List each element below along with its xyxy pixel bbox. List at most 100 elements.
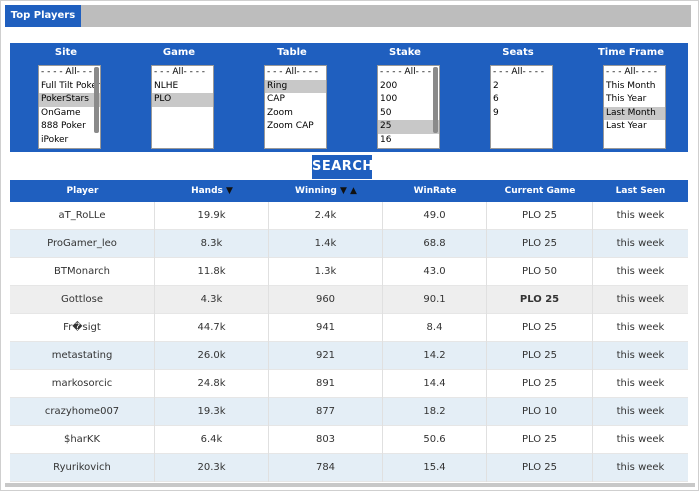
listbox-option[interactable]: This Year — [606, 94, 647, 105]
filter-label: Game — [162, 47, 196, 58]
filter-listbox[interactable]: - - - - All- - - - Full Tilt Poker PokerSt… — [38, 65, 101, 149]
listbox-option[interactable]: - - - All- - - - — [154, 67, 206, 77]
players-table-body: aT_RoLLe 19.9k 2.4k 49.0 PLO 25 this week ProG… — [10, 202, 688, 482]
cell-hands: 11.8k — [155, 258, 269, 286]
listbox-option[interactable]: 100 — [380, 94, 398, 105]
listbox-option[interactable]: This Month — [606, 80, 656, 91]
listbox-option[interactable]: - - - - All- - - - — [41, 67, 99, 77]
cell-player[interactable]: metastating — [10, 342, 155, 370]
listbox-option[interactable]: 2 — [493, 80, 499, 91]
table-row[interactable]: BTMonarch 11.8k 1.3k 43.0 PLO 50 this week — [10, 258, 688, 286]
cell-winning: 2.4k — [269, 202, 383, 230]
filter-label: Time Frame — [597, 47, 664, 58]
table-row[interactable]: $harKK 6.4k 803 50.6 PLO 25 this week — [10, 426, 688, 454]
table-row[interactable]: markosorcic 24.8k 891 14.4 PLO 25 this week — [10, 370, 688, 398]
cell-winning: 921 — [269, 342, 383, 370]
cell-winning: 803 — [269, 426, 383, 454]
filter-label: Stake — [389, 47, 421, 58]
listbox-option[interactable]: iPoker — [41, 134, 69, 145]
tab-top-players[interactable]: Top Players — [5, 5, 81, 27]
filter-label: Site — [54, 47, 78, 58]
filter-listbox[interactable]: - - - All- - - - This Month This Year Last … — [603, 65, 666, 149]
column-header-winrate[interactable]: WinRate — [413, 186, 457, 196]
listbox-option[interactable]: 6 — [493, 94, 499, 105]
cell-winning: 1.3k — [269, 258, 383, 286]
cell-player[interactable]: crazyhome007 — [10, 398, 155, 426]
cell-game: PLO 25 — [487, 342, 593, 370]
listbox-option[interactable]: 50 — [380, 107, 392, 118]
cell-winrate: 43.0 — [383, 258, 487, 286]
column-header-player[interactable]: Player — [66, 186, 99, 196]
listbox-option[interactable]: Last Year — [606, 121, 647, 132]
cell-winrate: 18.2 — [383, 398, 487, 426]
cell-winning: 784 — [269, 454, 383, 482]
table-row[interactable]: ProGamer_leo 8.3k 1.4k 68.8 PLO 25 this week — [10, 230, 688, 258]
listbox-option[interactable]: 25 — [378, 120, 439, 134]
listbox-option[interactable]: - - - All- - - - — [267, 67, 319, 77]
listbox-scrollbar[interactable] — [94, 67, 99, 133]
filter-listbox[interactable]: - - - - All- - - - 200 100 50 25 16 — [377, 65, 440, 149]
cell-seen: this week — [616, 238, 665, 249]
cell-game: PLO 25 — [487, 454, 593, 482]
cell-seen: this week — [616, 462, 665, 473]
cell-seen: this week — [616, 378, 665, 389]
listbox-option[interactable]: 9 — [493, 107, 499, 118]
filter-listbox[interactable]: - - - All- - - - NLHE PLO — [151, 65, 214, 149]
listbox-scrollbar[interactable] — [433, 67, 438, 133]
sort-desc-icon[interactable]: ▼ — [226, 186, 233, 196]
listbox-option[interactable]: NLHE — [154, 80, 179, 91]
listbox-option[interactable]: CAP — [267, 94, 285, 105]
listbox-option[interactable]: 888 Poker — [41, 121, 86, 132]
filter-listbox[interactable]: - - - All- - - - Ring CAP Zoom Zoom CAP — [264, 65, 327, 149]
listbox-option[interactable]: - - - All- - - - — [606, 67, 658, 77]
cell-player[interactable]: Fr�sigt — [10, 314, 155, 342]
listbox-option[interactable]: PLO — [152, 93, 213, 107]
listbox-option[interactable]: PokerStars — [39, 93, 100, 107]
table-row[interactable]: Fr�sigt 44.7k 941 8.4 PLO 25 this week — [10, 314, 688, 342]
cell-player[interactable]: Gottlose — [10, 286, 155, 314]
listbox-option[interactable]: - - - - All- - - - — [380, 67, 438, 77]
cell-player[interactable]: ProGamer_leo — [10, 230, 155, 258]
column-header-hands[interactable]: Hands ▼ — [155, 180, 269, 202]
listbox-option[interactable]: OnGame — [41, 107, 81, 118]
table-row[interactable]: metastating 26.0k 921 14.2 PLO 25 this week — [10, 342, 688, 370]
listbox-option[interactable]: Last Month — [604, 106, 665, 121]
listbox-option[interactable]: Zoom CAP — [267, 121, 314, 132]
cell-player[interactable]: aT_RoLLe — [10, 202, 155, 230]
cell-seen: this week — [616, 266, 665, 277]
column-header-winning[interactable]: Winning ▼ ▲ — [269, 180, 383, 202]
cell-winning: 891 — [269, 370, 383, 398]
listbox-option[interactable]: 200 — [380, 80, 398, 91]
listbox-option[interactable]: 16 — [380, 134, 392, 145]
cell-player[interactable]: Ryurikovich — [10, 454, 155, 482]
cell-hands: 20.3k — [155, 454, 269, 482]
filter-label: Table — [277, 47, 307, 58]
table-row[interactable]: Gottlose 4.3k 960 90.1 PLO 25 this week — [10, 286, 688, 314]
listbox-option[interactable]: Full Tilt Poker — [41, 80, 100, 91]
cell-player[interactable]: markosorcic — [10, 370, 155, 398]
table-header: Player Hands ▼ Winning ▼ ▲ WinRate Curre… — [10, 180, 688, 202]
cell-player[interactable]: $harKK — [10, 426, 155, 454]
cell-seen: this week — [616, 294, 665, 305]
filter-listbox[interactable]: - - - All- - - - 2 6 9 — [490, 65, 553, 149]
cell-winrate: 14.4 — [383, 370, 487, 398]
cell-game: PLO 50 — [487, 258, 593, 286]
search-button[interactable]: SEARCH — [312, 155, 373, 179]
column-header-last-seen[interactable]: Last Seen — [615, 186, 666, 196]
table-row[interactable]: crazyhome007 19.3k 877 18.2 PLO 10 this week — [10, 398, 688, 426]
cell-game: PLO 25 — [487, 202, 593, 230]
cell-player[interactable]: BTMonarch — [10, 258, 155, 286]
column-header-current-game[interactable]: Current Game — [504, 186, 576, 196]
cell-winrate: 90.1 — [383, 286, 487, 314]
listbox-option[interactable]: Ring — [265, 79, 326, 94]
cell-hands: 8.3k — [155, 230, 269, 258]
table-row[interactable]: aT_RoLLe 19.9k 2.4k 49.0 PLO 25 this week — [10, 202, 688, 230]
sort-asc-icon[interactable]: ▲ — [350, 186, 357, 196]
table-row[interactable]: Ryurikovich 20.3k 784 15.4 PLO 25 this week — [10, 454, 688, 482]
sort-desc-icon[interactable]: ▼ — [339, 186, 347, 196]
cell-game: PLO 25 — [487, 314, 593, 342]
listbox-option[interactable]: Zoom — [267, 107, 293, 118]
cell-game: PLO 25 — [487, 370, 593, 398]
listbox-option[interactable]: - - - All- - - - — [493, 67, 545, 77]
